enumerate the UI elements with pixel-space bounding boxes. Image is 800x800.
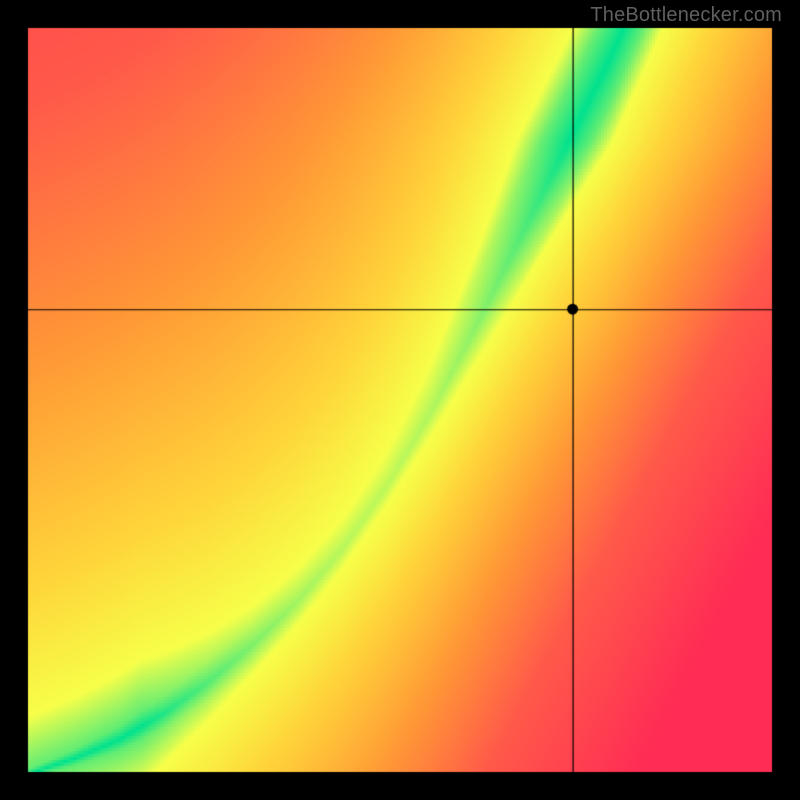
chart-container: TheBottlenecker.com <box>0 0 800 800</box>
watermark-text: TheBottlenecker.com <box>590 4 782 27</box>
bottleneck-heatmap <box>0 0 800 800</box>
